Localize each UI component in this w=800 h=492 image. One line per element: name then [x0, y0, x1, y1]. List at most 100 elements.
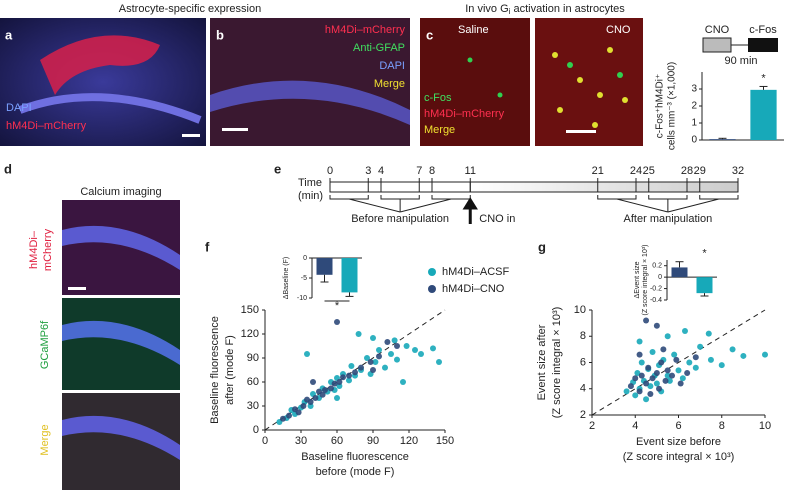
legend-text: DAPI — [379, 60, 405, 72]
header-sub: i — [509, 7, 511, 16]
point — [656, 385, 663, 392]
legend-text: Anti-GFAP — [353, 42, 405, 54]
point — [364, 355, 370, 361]
point — [647, 383, 654, 390]
header: Astrocyte-specific expression — [119, 3, 261, 15]
point — [664, 367, 671, 374]
header: In vivo Gi activation in astrocytes — [465, 3, 625, 16]
y-tick-label: 90 — [247, 352, 259, 364]
identity-line — [591, 309, 766, 416]
bar — [341, 258, 358, 293]
point — [346, 372, 352, 379]
legend-text: hM4Di–mCherry — [325, 24, 406, 36]
x-tick-label: 0 — [327, 165, 333, 177]
header-part: activation in astrocytes — [510, 3, 625, 15]
x-tick-label: 3 — [365, 165, 371, 177]
bracket — [648, 195, 688, 212]
bracket — [597, 195, 668, 213]
cno-label: CNO in — [479, 213, 515, 225]
point — [705, 330, 712, 337]
point — [664, 372, 671, 379]
point — [412, 347, 418, 353]
protocol-text: c-Fos — [749, 24, 777, 36]
point — [418, 351, 424, 357]
x-tick-label: 21 — [592, 165, 604, 177]
point — [355, 331, 362, 337]
x-tick-label: 120 — [400, 435, 418, 447]
point — [312, 395, 319, 401]
scale-bar — [222, 128, 248, 131]
point — [310, 379, 316, 385]
point — [280, 415, 286, 422]
point — [334, 395, 340, 401]
dapi-band — [18, 93, 202, 124]
point — [331, 380, 338, 387]
point — [636, 351, 643, 358]
point — [636, 388, 643, 395]
y-tick-label: 150 — [241, 304, 259, 316]
point — [430, 345, 436, 352]
legend-text: c-Fos — [424, 92, 452, 104]
point — [322, 387, 328, 393]
point — [679, 375, 686, 382]
point — [403, 343, 410, 349]
x-tick-label: 150 — [436, 435, 454, 447]
x-tick-label: 0 — [262, 435, 268, 447]
y-tick-label: -0.2 — [650, 285, 662, 292]
dapi-band — [62, 320, 180, 365]
x-tick-label: 7 — [416, 165, 422, 177]
point — [660, 346, 667, 353]
point — [348, 363, 355, 369]
y-tick-label: 8 — [580, 330, 586, 342]
point — [352, 369, 358, 376]
annotation: * — [335, 300, 340, 312]
point — [666, 377, 673, 384]
x-tick-label: 11 — [465, 165, 476, 177]
image-panels — [0, 18, 643, 490]
point — [662, 377, 669, 384]
point — [675, 367, 682, 374]
y-axis-label: (Z score integral × 10³) — [642, 245, 649, 316]
x-tick-label: 29 — [694, 165, 706, 177]
y-tick-label: 2 — [691, 101, 697, 112]
point — [632, 392, 639, 399]
point — [671, 351, 678, 358]
point — [388, 351, 394, 357]
image-label: CNO — [606, 24, 631, 36]
point — [623, 388, 630, 395]
point — [653, 370, 660, 376]
point — [336, 379, 343, 385]
point — [638, 359, 645, 366]
point — [638, 372, 645, 379]
x-axis-label: Baseline fluorescence — [301, 451, 409, 463]
legend-text: hM4Di–mCherry — [6, 120, 87, 132]
x-tick-label: 2 — [589, 420, 595, 432]
x-tick-label: 32 — [732, 165, 744, 177]
y-axis-label: c-Fos⁺hM4Di⁺ — [655, 74, 666, 138]
point — [649, 375, 656, 382]
legend-text: hM4Di–mCherry — [424, 108, 505, 120]
point — [643, 317, 650, 324]
point — [346, 377, 352, 384]
scale-bar — [182, 134, 200, 137]
x-tick-label: 30 — [295, 435, 307, 447]
point — [692, 354, 699, 361]
y-tick-label: 3 — [691, 84, 697, 95]
protocol-box — [702, 37, 732, 53]
point — [636, 338, 643, 345]
row-label: GCaMP6f — [39, 320, 51, 369]
point — [718, 362, 725, 369]
point — [681, 328, 688, 334]
y-tick-label: 1 — [691, 118, 697, 129]
point — [286, 412, 292, 419]
point — [340, 374, 346, 381]
y-axis-label: (Z score integral × 10³) — [551, 307, 563, 419]
panel-label: b — [216, 27, 224, 42]
annotation: * — [702, 248, 707, 260]
y-tick-label: 120 — [241, 328, 259, 340]
protocol-text: CNO — [705, 24, 730, 36]
y-tick-label: 4 — [580, 383, 586, 395]
point — [391, 337, 398, 344]
point — [686, 359, 693, 366]
point — [300, 403, 307, 409]
